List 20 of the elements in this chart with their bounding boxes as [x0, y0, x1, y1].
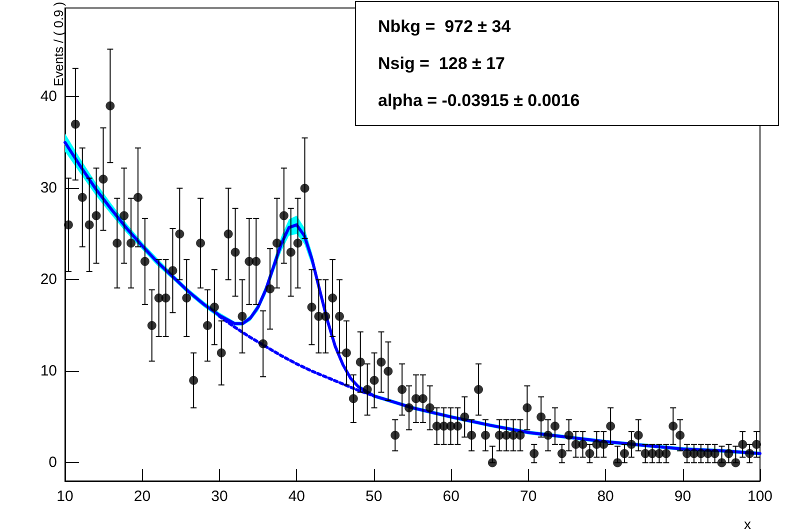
annotation: alpha = -0.03915 ± 0.0016	[378, 90, 581, 112]
y-tick-label: 30	[40, 180, 57, 197]
x-tick-label: 80	[597, 488, 614, 505]
y-tick-label: 20	[40, 271, 57, 288]
x-tick-label: 60	[442, 488, 460, 505]
annotation: Nsig = 128 ± 17	[378, 53, 506, 75]
x-tick-label: 40	[288, 488, 306, 505]
x-tick-label: 30	[211, 488, 228, 505]
annotation: Nbkg = 972 ± 34	[378, 16, 512, 38]
x-tick-label: 50	[366, 488, 382, 505]
x-tick-label: 100	[747, 488, 773, 505]
x-tick-label: 20	[134, 488, 151, 505]
text-box: Nbkg = 972 ± 34 Nsig = 128 ± 17 alpha = -0.03915 ± 0.0016	[355, 1, 779, 126]
x-axis-title: x	[744, 516, 751, 531]
y-tick-label: 0	[48, 454, 57, 472]
x-tick-label: 70	[520, 488, 537, 505]
x-tick-label: 90	[674, 488, 692, 505]
x-tick-label: 10	[56, 488, 74, 505]
y-tick-label: 10	[40, 362, 57, 380]
y-tick-label: 40	[40, 88, 57, 106]
